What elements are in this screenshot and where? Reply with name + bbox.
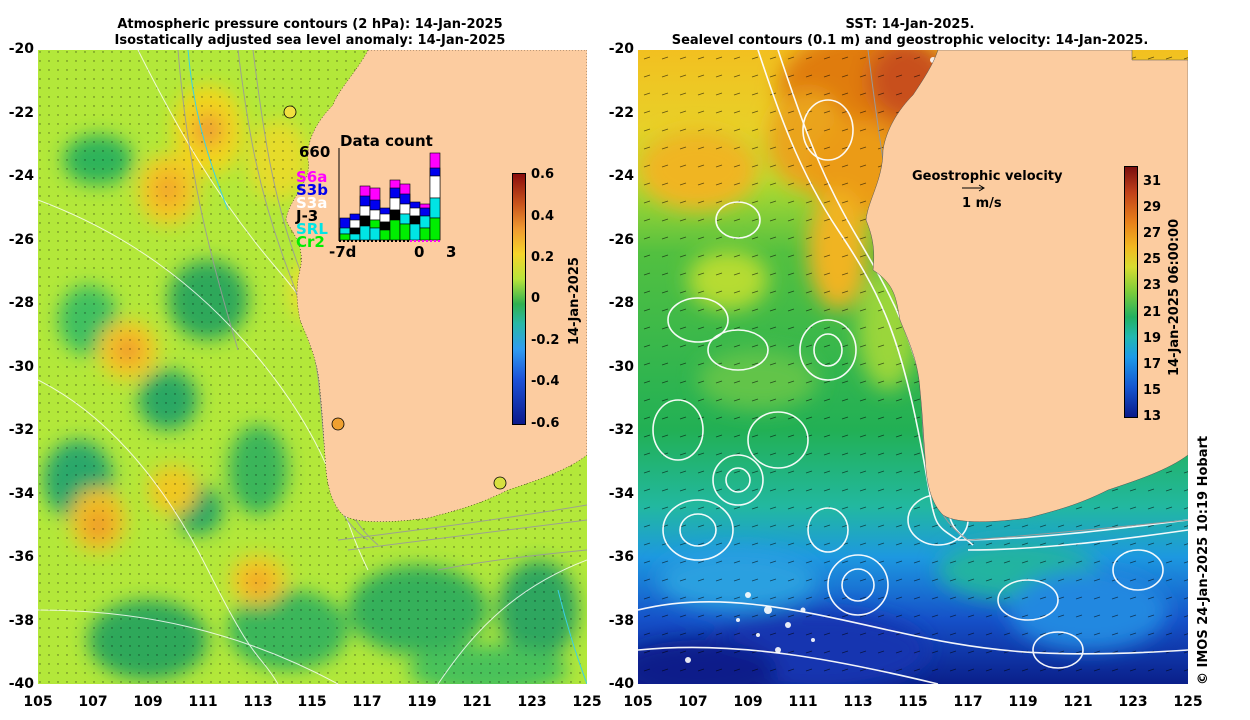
right-lat-tick: -26 [608, 232, 634, 248]
left-lat-tick: -28 [8, 295, 34, 311]
sst-map [638, 50, 1188, 684]
left-lat-tick: -22 [8, 105, 34, 121]
sst-tick-9: 13 [1143, 409, 1162, 424]
sst-tick-8: 15 [1143, 383, 1162, 398]
mission-cr2: Cr2 [296, 233, 325, 251]
sla-tick-3: 0 [531, 291, 541, 306]
sla-tick-0: 0.6 [531, 167, 555, 182]
x-label-0: 0 [414, 243, 425, 261]
sla-tick-2: 0.2 [531, 250, 555, 265]
data-count-max: 660 [299, 143, 331, 161]
sst-tick-7: 17 [1143, 357, 1162, 372]
mission-srl: SRL [296, 220, 328, 238]
left-lat-tick: -30 [8, 359, 34, 375]
landmass [865, 50, 1188, 522]
left-lon-tick: 107 [78, 694, 108, 710]
left-lat-tick: -38 [8, 613, 34, 629]
left-lon-tick: 125 [572, 694, 602, 710]
left-lat-tick: -36 [8, 549, 34, 565]
right-lon-tick: 105 [623, 694, 653, 710]
right-lon-tick: 109 [733, 694, 763, 710]
right-title-line2: Sealevel contours (0.1 m) and geostrophi… [671, 33, 1149, 48]
sst-map-svg [638, 50, 1188, 684]
right-lat-tick: -30 [608, 359, 634, 375]
sst-colorbar-label: 14-Jan-2025 06:00:00 [1167, 218, 1182, 376]
sst-colorbar [1124, 166, 1138, 418]
sst-tick-3: 25 [1143, 252, 1162, 267]
left-lon-tick: 121 [462, 694, 492, 710]
right-lat-tick: -40 [608, 676, 634, 692]
left-lat-tick: -40 [8, 676, 34, 692]
velocity-legend-scale: 1 m/s [962, 196, 1002, 211]
sst-tick-4: 23 [1143, 278, 1162, 293]
right-lon-tick: 115 [898, 694, 928, 710]
sla-map [38, 50, 587, 684]
left-lat-tick: -34 [8, 486, 34, 502]
left-lat-tick: -24 [8, 168, 34, 184]
imos-credit: © IMOS 24-Jan-2025 10:19 Hobart [1196, 435, 1211, 685]
data-count-title: Data count [340, 132, 433, 150]
left-title-line2: Isostatically adjusted sea level anomaly… [114, 33, 506, 48]
left-lon-tick: 113 [243, 694, 273, 710]
right-lon-tick: 107 [678, 694, 708, 710]
mission-s6a: S6a [296, 168, 328, 186]
sst-tick-6: 19 [1143, 331, 1162, 346]
sst-tick-2: 27 [1143, 226, 1162, 241]
right-lat-tick: -24 [608, 168, 634, 184]
left-lat-tick: -20 [8, 41, 34, 57]
sla-tick-6: -0.6 [531, 416, 560, 431]
right-lat-tick: -38 [608, 613, 634, 629]
left-lat-tick: -26 [8, 232, 34, 248]
left-title-line1: Atmospheric pressure contours (2 hPa): 1… [117, 17, 503, 32]
left-lat-tick: -32 [8, 422, 34, 438]
right-lon-tick: 123 [1118, 694, 1148, 710]
right-lat-tick: -22 [608, 105, 634, 121]
sla-tick-4: -0.2 [531, 333, 560, 348]
sla-map-svg [38, 50, 587, 684]
sst-tick-5: 21 [1143, 305, 1162, 320]
velocity-scale-arrow [962, 184, 985, 192]
mission-j3: J-3 [296, 207, 319, 225]
right-lon-tick: 121 [1063, 694, 1093, 710]
right-lon-tick: 117 [953, 694, 983, 710]
right-lat-tick: -36 [608, 549, 634, 565]
left-lon-tick: 123 [517, 694, 547, 710]
right-lon-tick: 125 [1173, 694, 1203, 710]
x-label-3: 3 [446, 243, 457, 261]
left-lon-tick: 115 [297, 694, 327, 710]
sst-tick-0: 31 [1143, 174, 1162, 189]
right-lon-tick: 111 [788, 694, 818, 710]
sst-tick-1: 29 [1143, 200, 1162, 215]
right-lat-tick: -28 [608, 295, 634, 311]
sla-colorbar-label: 14-Jan-2025 [567, 257, 582, 345]
sla-colorbar [512, 173, 526, 425]
left-lon-tick: 119 [407, 694, 437, 710]
x-label-7d: -7d [329, 243, 357, 261]
left-lon-tick: 105 [23, 694, 53, 710]
right-lon-tick: 113 [843, 694, 873, 710]
sla-tick-1: 0.4 [531, 209, 555, 224]
right-title-line1: SST: 14-Jan-2025. [845, 17, 975, 32]
left-lon-tick: 109 [133, 694, 163, 710]
sla-tick-5: -0.4 [531, 374, 560, 389]
data-count-inset: Data count 660 S6a S3b S3a J-3 SRL Cr2 [295, 130, 465, 265]
left-lon-tick: 111 [188, 694, 218, 710]
left-lon-tick: 117 [352, 694, 382, 710]
mission-s3b: S3b [296, 181, 328, 199]
right-lon-tick: 119 [1008, 694, 1038, 710]
landmass [285, 50, 587, 522]
data-count-bars [338, 148, 441, 242]
right-lat-tick: -20 [608, 41, 634, 57]
mission-s3a: S3a [296, 194, 328, 212]
right-lat-tick: -32 [608, 422, 634, 438]
right-lat-tick: -34 [608, 486, 634, 502]
velocity-legend-title: Geostrophic velocity [912, 169, 1063, 184]
